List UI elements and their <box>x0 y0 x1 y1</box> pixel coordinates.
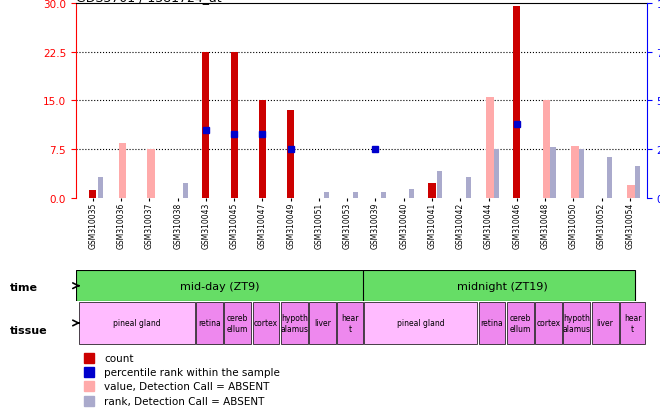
Bar <box>579 150 584 198</box>
Bar <box>259 101 266 198</box>
Text: tissue: tissue <box>10 325 48 335</box>
Bar <box>478 302 506 344</box>
Text: hypoth
alamus: hypoth alamus <box>280 313 308 333</box>
Text: pineal gland: pineal gland <box>397 319 445 328</box>
Bar <box>224 302 251 344</box>
Text: retina: retina <box>198 319 221 328</box>
Bar <box>79 302 195 344</box>
Bar <box>203 52 209 198</box>
Bar <box>280 302 308 344</box>
Bar <box>76 271 364 301</box>
Bar <box>494 150 499 198</box>
Bar <box>591 302 618 344</box>
Bar <box>409 190 414 198</box>
Text: retina: retina <box>480 319 504 328</box>
Text: liver: liver <box>597 319 614 328</box>
Text: count: count <box>104 353 134 363</box>
Bar <box>543 101 550 198</box>
Bar <box>513 7 520 198</box>
Bar <box>196 302 223 344</box>
Bar <box>550 148 556 198</box>
Bar <box>309 302 336 344</box>
Text: cereb
ellum: cereb ellum <box>510 313 531 333</box>
Text: liver: liver <box>314 319 331 328</box>
Bar <box>627 185 635 198</box>
Text: percentile rank within the sample: percentile rank within the sample <box>104 367 280 377</box>
Text: hypoth
alamus: hypoth alamus <box>563 313 591 333</box>
Text: hear
t: hear t <box>341 313 359 333</box>
Bar <box>230 52 238 198</box>
Text: GDS3701 / 1381724_at: GDS3701 / 1381724_at <box>76 0 222 4</box>
Bar <box>147 150 154 198</box>
Text: time: time <box>10 282 38 292</box>
Bar <box>119 143 127 198</box>
Bar <box>364 302 477 344</box>
Text: mid-day (ZT9): mid-day (ZT9) <box>180 281 260 291</box>
Bar <box>183 184 188 198</box>
Text: cereb
ellum: cereb ellum <box>227 313 248 333</box>
Bar <box>535 302 562 344</box>
Text: pineal gland: pineal gland <box>113 319 160 328</box>
Text: value, Detection Call = ABSENT: value, Detection Call = ABSENT <box>104 382 270 392</box>
Text: midnight (ZT19): midnight (ZT19) <box>457 281 548 291</box>
Bar <box>507 302 534 344</box>
Text: hear
t: hear t <box>624 313 642 333</box>
Bar <box>352 192 358 198</box>
Bar <box>607 157 612 198</box>
Bar <box>635 166 640 198</box>
Bar <box>98 178 104 198</box>
Bar <box>324 192 329 198</box>
Bar <box>428 184 436 198</box>
Bar <box>564 302 590 344</box>
Bar <box>337 302 363 344</box>
Bar <box>486 98 494 198</box>
Bar <box>89 190 96 198</box>
Bar <box>253 302 279 344</box>
Bar <box>287 111 294 198</box>
Bar <box>363 271 636 301</box>
Bar <box>620 302 645 344</box>
Text: cortex: cortex <box>254 319 278 328</box>
Bar <box>438 172 442 198</box>
Text: cortex: cortex <box>537 319 560 328</box>
Bar <box>381 192 386 198</box>
Text: rank, Detection Call = ABSENT: rank, Detection Call = ABSENT <box>104 396 265 406</box>
Bar <box>571 147 579 198</box>
Bar <box>466 178 471 198</box>
